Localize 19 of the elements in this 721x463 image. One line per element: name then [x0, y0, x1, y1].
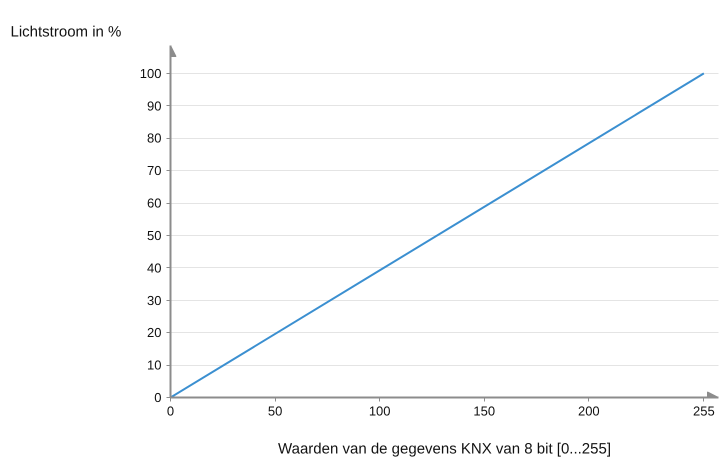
- x-tick-label: 200: [578, 404, 600, 418]
- y-tick-label: 0: [154, 390, 162, 405]
- x-axis-title: Waarden van de gegevens KNX van 8 bit [0...255]: [278, 440, 612, 458]
- x-tick-label: 255: [693, 404, 715, 418]
- y-tick-label: 80: [147, 130, 162, 146]
- y-axis-title: Lichtstroom in %: [10, 24, 122, 40]
- x-tick-label: 50: [268, 404, 282, 418]
- y-tick-label: 40: [147, 260, 162, 276]
- y-tick-label: 10: [147, 358, 162, 373]
- y-tick-label: 90: [147, 98, 162, 114]
- x-tick-label: 150: [473, 404, 496, 418]
- x-tick-label: 0: [166, 404, 174, 418]
- y-tick-label: 30: [147, 292, 162, 308]
- x-tick-label: 100: [368, 404, 391, 418]
- y-tick-label: 50: [147, 228, 162, 243]
- y-tick-label: 60: [147, 196, 162, 211]
- y-tick-label: 20: [147, 325, 162, 340]
- y-tick-label: 100: [140, 66, 162, 81]
- y-tick-label: 70: [147, 163, 162, 178]
